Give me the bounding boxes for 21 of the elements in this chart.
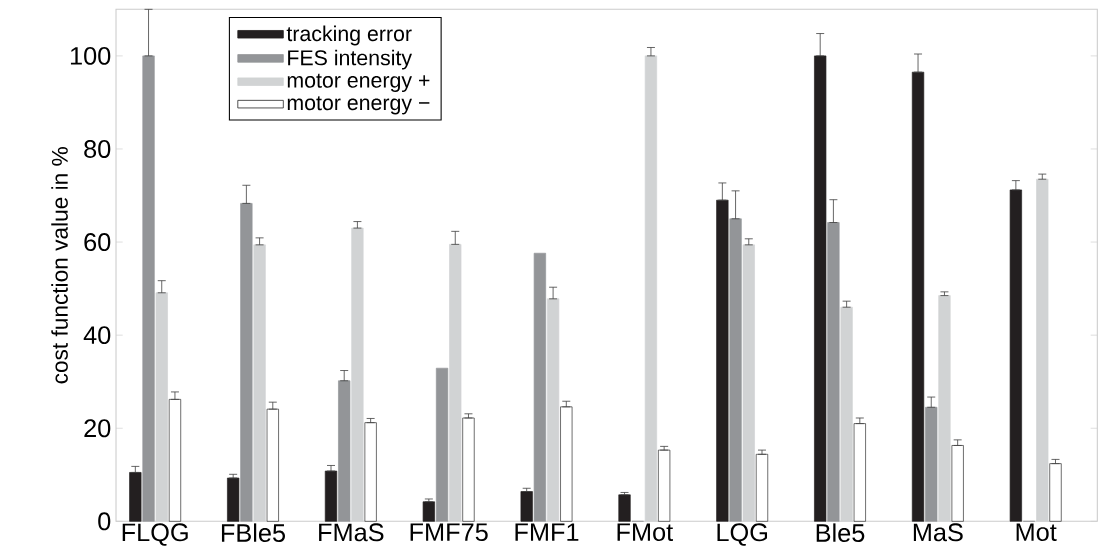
- y-tick-label: 80: [84, 140, 111, 159]
- legend-label: motor energy −: [287, 96, 430, 115]
- x-tick-label: FMF1: [515, 523, 579, 541]
- x-tick-label: FMot: [617, 523, 673, 542]
- y-tick-label: 0: [98, 512, 111, 531]
- x-tick-label: LQG: [717, 523, 768, 547]
- legend-label: motor energy +: [287, 73, 430, 93]
- x-tick-label: Mot: [1016, 523, 1057, 542]
- legend-label: FES intensity: [288, 49, 412, 70]
- x-tick-label: FLQG: [122, 523, 188, 547]
- x-tick-label: FMaS: [319, 523, 384, 542]
- x-tick-label: FBle5: [221, 523, 285, 543]
- y-tick-label: 100: [70, 47, 111, 66]
- legend-label: tracking error: [286, 25, 412, 46]
- x-tick-label: Ble5: [816, 523, 865, 543]
- x-tick-label: FMF75: [410, 523, 488, 542]
- x-tick-label: MaS: [913, 523, 963, 542]
- y-tick-label: 40: [83, 326, 111, 345]
- y-tick-label: 20: [84, 419, 111, 438]
- y-axis-title: cost function value in %: [51, 147, 68, 384]
- y-tick-label: 60: [84, 233, 111, 252]
